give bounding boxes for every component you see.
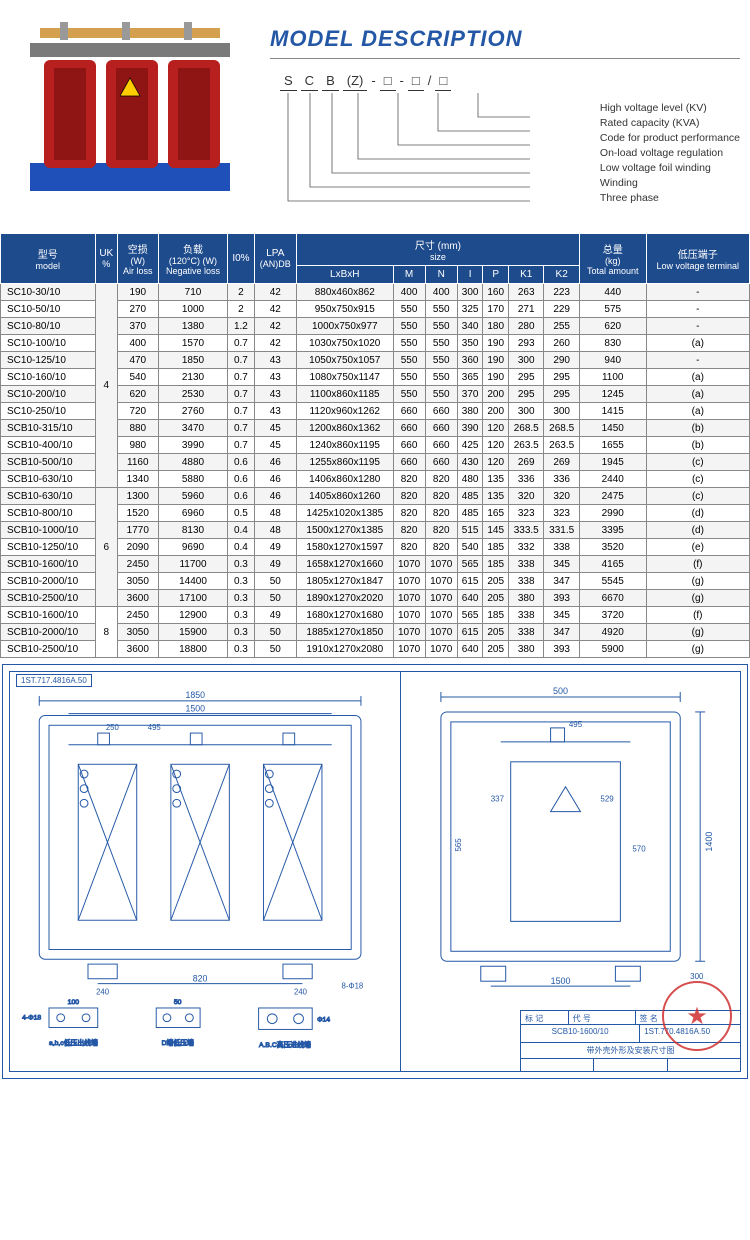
svg-text:570: 570 — [632, 845, 646, 854]
code-part: - — [371, 73, 375, 91]
section-title: MODEL DESCRIPTION — [270, 26, 740, 59]
model-description: MODEL DESCRIPTION SCB(Z)-□-□/□ High volt… — [270, 8, 740, 223]
svg-text:50: 50 — [174, 999, 182, 1006]
svg-text:529: 529 — [600, 795, 614, 804]
svg-text:500: 500 — [553, 686, 568, 696]
code-part: C — [301, 73, 318, 91]
code-label: High voltage level (KV) — [600, 101, 740, 116]
company-stamp: ★ — [662, 981, 732, 1051]
svg-text:1500: 1500 — [551, 976, 571, 986]
code-part: □ — [408, 73, 424, 91]
svg-text:A.B.C高压进线端: A.B.C高压进线端 — [259, 1040, 311, 1049]
code-label: Rated capacity (KVA) — [600, 116, 740, 131]
svg-text:495: 495 — [569, 720, 583, 729]
top-section: MODEL DESCRIPTION SCB(Z)-□-□/□ High volt… — [0, 0, 750, 233]
code-part: □ — [380, 73, 396, 91]
spec-table: 型号model UK% 空损(W)Air loss 负载(120°C) (W)N… — [0, 233, 750, 658]
model-code-diagram: SCB(Z)-□-□/□ High voltage level (KV)Rate… — [270, 73, 740, 223]
svg-text:250: 250 — [106, 723, 120, 732]
drawing-front-view: 1850 1500 495 250 820 240 240 8-Φ18 a,b,… — [10, 672, 401, 1071]
table-row: SCB10-1600/1082450129000.3491680x1270x16… — [1, 607, 750, 624]
engineering-drawing: 1ST.717.4816A.50 — [2, 664, 748, 1079]
drawing-side-view: 500 495 337 529 570 1400 1500 300 565 标 … — [401, 672, 740, 1071]
code-label: Winding — [600, 176, 740, 191]
code-part: - — [400, 73, 404, 91]
svg-text:240: 240 — [294, 987, 308, 996]
svg-text:495: 495 — [148, 723, 161, 732]
svg-text:1500: 1500 — [185, 704, 205, 714]
svg-text:D端低压端: D端低压端 — [162, 1038, 194, 1047]
svg-text:240: 240 — [96, 987, 110, 996]
code-part: S — [280, 73, 297, 91]
code-part: / — [428, 73, 432, 91]
code-label: Code for product performance — [600, 131, 740, 146]
svg-text:300: 300 — [690, 972, 704, 981]
code-boxes: SCB(Z)-□-□/□ — [280, 73, 740, 91]
svg-text:4-Φ18: 4-Φ18 — [22, 1015, 41, 1022]
svg-text:337: 337 — [491, 795, 505, 804]
svg-text:a,b,c低压出线端: a,b,c低压出线端 — [49, 1038, 98, 1047]
svg-text:1850: 1850 — [185, 690, 205, 700]
code-part: □ — [435, 73, 451, 91]
table-row: SC10-30/104190710242880x460x862400400300… — [1, 284, 750, 301]
table-row: SCB10-630/106130059600.6461405x860x12608… — [1, 488, 750, 505]
product-image — [10, 8, 250, 208]
code-part: B — [322, 73, 339, 91]
code-label: On-load voltage regulation — [600, 146, 740, 161]
code-labels: High voltage level (KV)Rated capacity (K… — [600, 101, 740, 206]
code-part: (Z) — [343, 73, 368, 91]
svg-text:820: 820 — [193, 974, 208, 984]
svg-text:8-Φ18: 8-Φ18 — [341, 981, 363, 990]
code-label: Low voltage foil winding — [600, 161, 740, 176]
code-label: Three phase — [600, 191, 740, 206]
svg-text:1400: 1400 — [704, 832, 714, 852]
svg-text:Φ14: Φ14 — [317, 1017, 330, 1024]
star-icon: ★ — [686, 1002, 708, 1031]
svg-text:565: 565 — [454, 838, 463, 852]
svg-text:100: 100 — [68, 999, 80, 1006]
